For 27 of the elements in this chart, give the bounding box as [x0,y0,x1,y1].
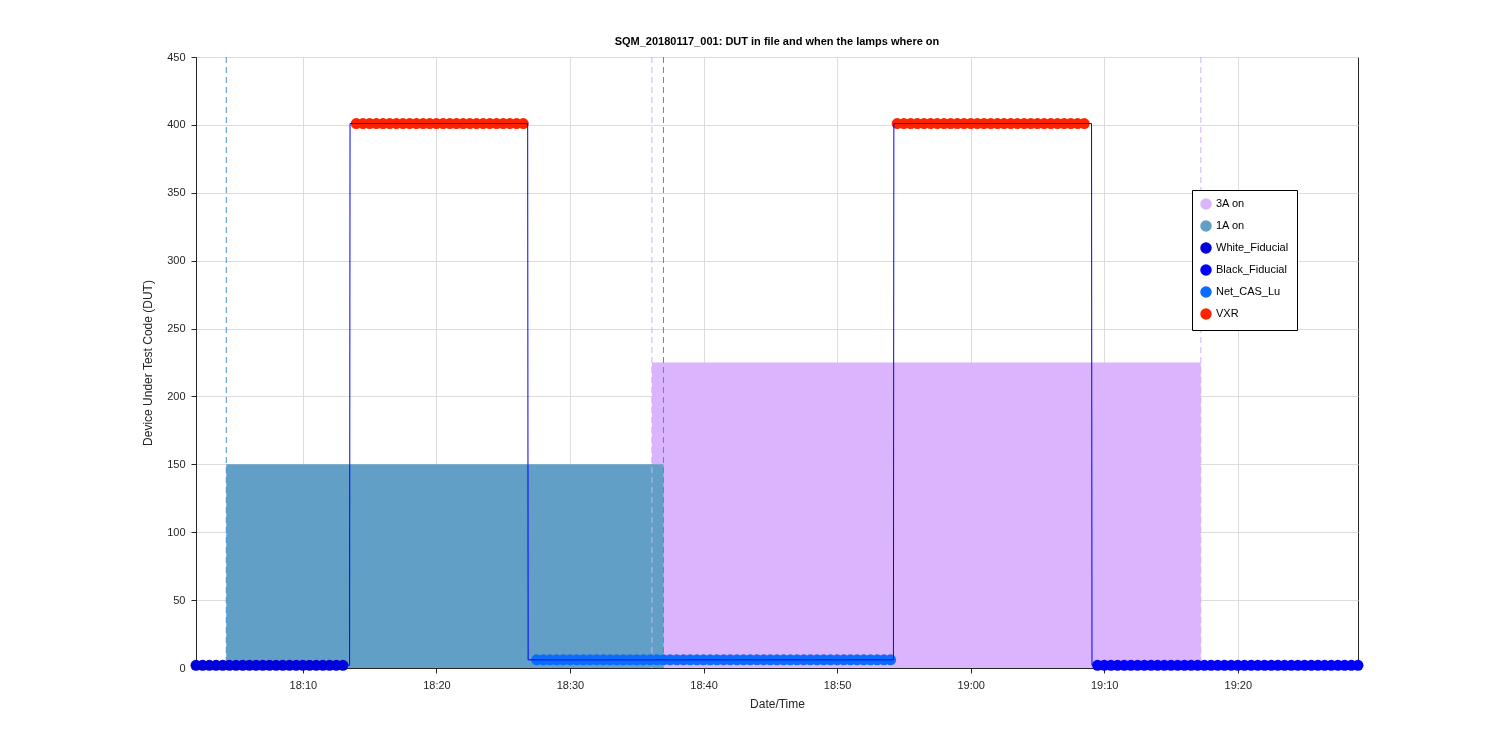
y-tick-label: 150 [167,457,186,470]
y-tick-label: 450 [167,50,186,63]
x-tick-label: 19:00 [957,678,985,691]
legend-label: 3A on [1216,197,1245,209]
legend-label: Net_CAS_Lu [1216,285,1281,297]
y-tick-label: 300 [167,254,186,267]
x-tick-label: 19:10 [1090,678,1119,691]
legend-label: Black_Fiducial [1216,263,1287,275]
y-axis-title: Device Under Test Code (DUT) [141,280,156,446]
x-tick-label: 18:20 [423,678,451,691]
y-tick-label: 350 [167,186,186,199]
chart-title: SQM_20180117_001: DUT in file and when the lamps where on [614,35,940,47]
y-tick-label: 200 [167,389,186,402]
y-tick-label: 50 [173,593,186,606]
legend-label: 1A on [1216,219,1245,231]
legend-label: White_Fiducial [1216,241,1289,253]
y-tick-label: 0 [179,661,186,674]
x-tick-label: 18:30 [556,678,585,691]
x-tick-label: 18:50 [823,678,852,691]
y-tick-label: 100 [167,525,186,538]
x-tick-label: 18:10 [289,678,318,691]
x-axis-title: Date/Time [750,696,806,711]
y-tick-label: 400 [167,118,186,131]
legend-label: VXR [1216,307,1239,319]
x-tick-label: 19:20 [1224,678,1253,691]
x-tick-label: 18:40 [690,678,718,691]
y-tick-label: 250 [167,322,186,335]
